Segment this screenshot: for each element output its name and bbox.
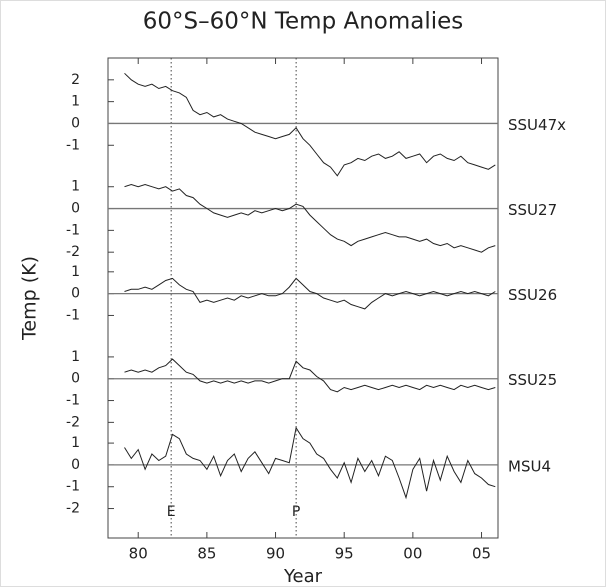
- y-tick-label: 2: [71, 72, 80, 88]
- plot-frame: [107, 57, 499, 539]
- series-label: SSU26: [508, 286, 557, 304]
- y-tick-label: 1: [71, 349, 80, 365]
- y-axis-label: Temp (K): [19, 256, 41, 341]
- x-tick-label: 90: [266, 545, 285, 563]
- annotation-label: P: [292, 504, 300, 520]
- x-tick-label: 85: [197, 545, 216, 563]
- x-tick-label: 95: [335, 545, 354, 563]
- y-tick-label: 0: [71, 115, 80, 131]
- y-tick-label: 1: [71, 264, 80, 280]
- y-tick-label: -1: [66, 307, 80, 323]
- y-tick-label: -1: [66, 479, 80, 495]
- series-label: SSU47x: [508, 116, 566, 134]
- series-line: [124, 277, 496, 310]
- y-tick-label: -1: [66, 393, 80, 409]
- y-tick-label: 1: [71, 435, 80, 451]
- annotation-label: E: [167, 504, 176, 520]
- y-tick-label: 1: [71, 179, 80, 195]
- y-tick-label: -1: [66, 222, 80, 238]
- x-tick-label: 00: [403, 545, 422, 563]
- y-tick-label: -2: [66, 244, 80, 260]
- series-label: SSU27: [508, 201, 557, 219]
- series-line: [124, 358, 496, 393]
- series-line: [124, 183, 496, 253]
- x-tick-label: 05: [472, 545, 491, 563]
- y-tick-label: 0: [71, 201, 80, 217]
- chart-title: 60°S–60°N Temp Anomalies: [143, 9, 464, 35]
- y-tick-label: 0: [71, 286, 80, 302]
- series-line: [124, 426, 496, 500]
- y-tick-label: 1: [71, 94, 80, 110]
- y-tick-label: -2: [66, 501, 80, 517]
- y-tick-label: -2: [66, 414, 80, 430]
- series-label: SSU25: [508, 371, 557, 389]
- x-axis-label: Year: [283, 566, 323, 587]
- y-tick-label: 0: [71, 371, 80, 387]
- y-tick-label: -1: [66, 137, 80, 153]
- series-label: MSU4: [508, 457, 551, 475]
- series-line: [124, 72, 496, 177]
- y-tick-label: 0: [71, 457, 80, 473]
- x-tick-label: 80: [129, 545, 148, 563]
